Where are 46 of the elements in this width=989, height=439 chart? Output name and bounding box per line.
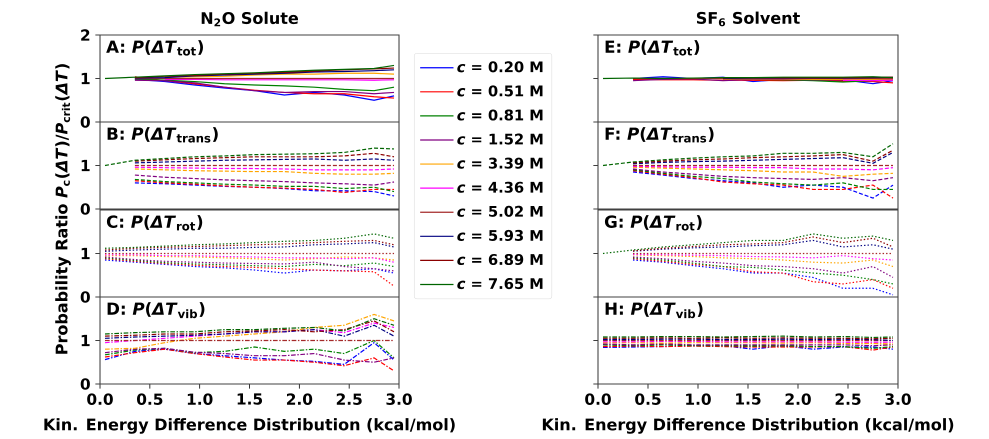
x-tick-label: 1.5 xyxy=(238,393,262,405)
y-tick-label: 0 xyxy=(80,116,90,128)
y-tick-label: 1 xyxy=(82,160,90,172)
x-tick-label: 1.0 xyxy=(188,393,213,405)
chart-title: SF$_{6}$ Solvent xyxy=(696,12,800,26)
annotation: C: P(ΔT$_{rot}$) xyxy=(106,215,202,231)
annotation: B: P(ΔT$_{trans}$) xyxy=(108,127,218,143)
x-tick-label: 0.5 xyxy=(136,393,162,405)
y-tick-label: 2 xyxy=(81,29,90,41)
y-tick-label: 0 xyxy=(80,203,90,215)
legend-label: c = 0.51 M xyxy=(457,85,542,96)
legend-label: c = 5.93 M xyxy=(457,230,542,241)
x-tick-label: 2.5 xyxy=(336,393,362,405)
legend-label: c = 0.81 M xyxy=(457,109,542,121)
legend-label: c = 0.20 M xyxy=(457,61,542,72)
x-tick-label: 2.0 xyxy=(786,393,811,405)
x-axis-title: Kin. Energy Difference Distribution (kcal/mol) xyxy=(542,418,954,434)
x-tick-label: 1.5 xyxy=(736,393,761,405)
annotation: D: P(ΔT$_{vib}$) xyxy=(108,302,204,318)
text: Probability Ratio P$_{c}$(ΔT)/P$_{crit}$(ΔT) xyxy=(55,64,71,354)
x-tick-label: 0.0 xyxy=(585,393,611,405)
annotation: A: P(ΔT$_{tot}$) xyxy=(106,40,203,56)
y-tick-label: 1 xyxy=(82,72,90,84)
legend-label: c = 5.02 M xyxy=(457,206,542,217)
x-tick-label: 2.0 xyxy=(286,393,312,405)
x-tick-label: 1.0 xyxy=(686,393,711,405)
legend-label: c = 7.65 M xyxy=(457,278,542,290)
legend-label: c = 3.39 M xyxy=(457,158,542,169)
annotation: E: P(ΔT$_{tot}$) xyxy=(606,40,700,56)
legend-label: c = 1.52 M xyxy=(457,134,542,145)
annotation: G: P(ΔT$_{rot}$) xyxy=(604,215,702,231)
x-tick-label: 3.0 xyxy=(885,393,911,405)
annotation: H: P(ΔT$_{vib}$) xyxy=(606,302,703,318)
y-tick-label: 0 xyxy=(80,378,90,390)
legend-label: c = 6.89 M xyxy=(457,254,542,266)
legend-label: c = 4.36 M xyxy=(457,182,542,193)
x-tick-label: 0.0 xyxy=(87,393,113,405)
y-tick-label: 1 xyxy=(82,334,90,346)
x-tick-label: 2.5 xyxy=(836,393,861,405)
y-tick-label: 1 xyxy=(82,248,90,260)
annotation: F: P(ΔT$_{trans}$) xyxy=(606,127,714,143)
x-axis-title: Kin. Energy Difference Distribution (kcal/mol) xyxy=(44,418,455,434)
x-tick-label: 3.0 xyxy=(386,393,412,405)
chart-title: N$_{2}$O Solute xyxy=(202,12,298,26)
y-tick-label: 0 xyxy=(80,291,90,303)
x-tick-label: 0.5 xyxy=(635,393,661,405)
